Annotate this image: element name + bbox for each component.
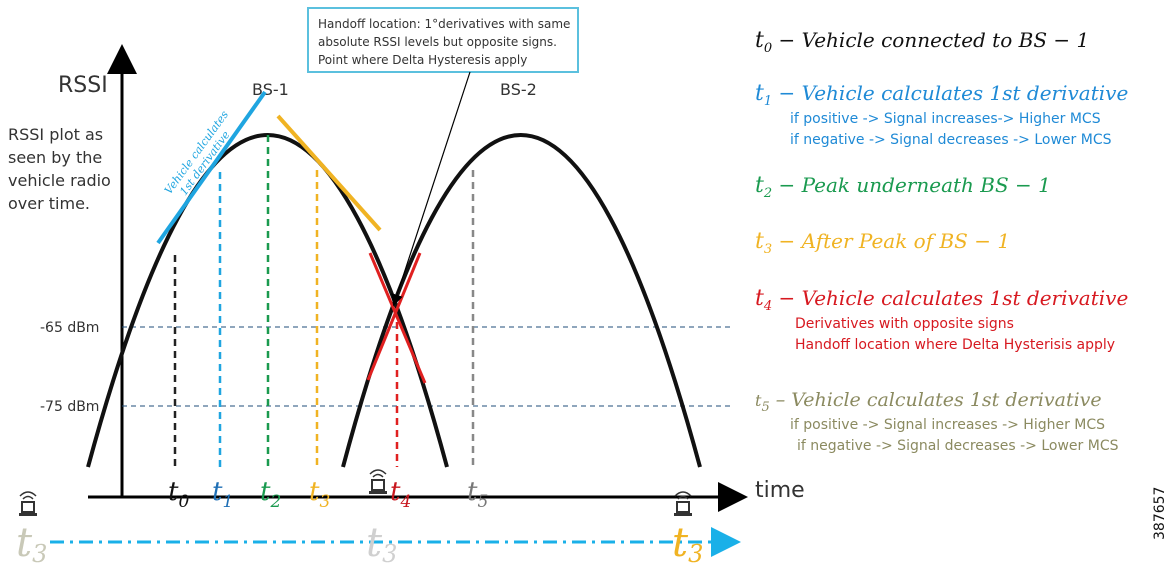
legend-symbol: t <box>755 173 764 198</box>
radio-icon <box>369 469 387 494</box>
legend-text: − After Peak of BS − 1 <box>772 229 1010 253</box>
legend-text: − Vehicle calculates 1st derivative <box>772 286 1128 310</box>
bottom-label: t3 <box>672 520 703 568</box>
description-line: vehicle radio <box>8 171 111 190</box>
legend-symbol: t <box>755 81 764 106</box>
radio-icon <box>19 491 37 516</box>
marker: t1 <box>212 477 233 512</box>
legend-symbol: t <box>755 286 764 311</box>
tangent <box>156 90 267 245</box>
y-label: RSSI <box>58 73 108 98</box>
marker: t5 <box>467 477 488 512</box>
legend-heading: t0 − Vehicle connected to BS − 1 <box>755 28 1089 56</box>
legend-detail: if negative -> Signal decreases -> Lower… <box>790 132 1112 148</box>
legend-text: – Vehicle calculates 1st derivative <box>770 389 1102 411</box>
marker: t2 <box>260 477 281 512</box>
marker: t4 <box>390 477 411 512</box>
legend-detail: Handoff location where Delta Hysterisis … <box>795 337 1115 353</box>
callout-box <box>307 7 579 73</box>
legend-sub: 2 <box>763 186 772 201</box>
legend-symbol: t <box>755 391 762 410</box>
legend-text: − Vehicle connected to BS − 1 <box>772 28 1089 52</box>
description-line: seen by the <box>8 148 102 167</box>
callout-arrow <box>391 71 471 307</box>
legend-heading: t4 − Vehicle calculates 1st derivative <box>755 286 1128 314</box>
callout-line: Point where Delta Hysteresis apply <box>318 53 527 67</box>
legend-heading: t3 − After Peak of BS − 1 <box>755 229 1010 257</box>
callout-line: absolute RSSI levels but opposite signs. <box>318 35 557 49</box>
legend-detail: if positive -> Signal increases-> Higher… <box>790 111 1101 127</box>
description-line: over time. <box>8 194 90 213</box>
legend-heading: t2 − Peak underneath BS − 1 <box>755 173 1051 201</box>
markers: t0 t1 t2 t3 t4 t5 <box>168 477 488 512</box>
callout-line: Handoff location: 1°derivatives with sam… <box>318 17 570 31</box>
legend-text: − Peak underneath BS − 1 <box>772 173 1051 197</box>
level-label: -75 dBm <box>40 399 99 415</box>
legend-sub: 1 <box>764 94 772 109</box>
marker: t3 <box>309 477 330 512</box>
legend-symbol: t <box>755 229 764 254</box>
legend-sub: 0 <box>764 41 772 56</box>
description-line: RSSI plot as <box>8 125 103 144</box>
tangent <box>368 252 427 384</box>
bottom-label: t3 <box>16 520 47 568</box>
station-label: BS-1 <box>252 80 289 99</box>
legend-detail: if negative -> Signal decreases -> Lower… <box>797 438 1119 454</box>
bottom-label: t3 <box>366 520 397 568</box>
tangent <box>276 114 382 232</box>
legend-symbol: t <box>755 28 764 53</box>
description: RSSI plot as seen by the vehicle radio o… <box>8 125 111 213</box>
legend-detail: if positive -> Signal increases -> Highe… <box>790 417 1105 433</box>
radio-icon <box>674 491 692 516</box>
x-label: time <box>755 478 805 503</box>
legend-heading: t1 − Vehicle calculates 1st derivative <box>755 81 1128 109</box>
legend-heading: t5 – Vehicle calculates 1st derivative <box>755 389 1102 415</box>
legend-detail: Derivatives with opposite signs <box>795 316 1014 332</box>
tangent <box>366 252 422 381</box>
bs2-curve <box>341 133 702 468</box>
station-label: BS-2 <box>500 80 537 99</box>
figure-id: 387657 <box>1152 487 1168 540</box>
legend-sub: 4 <box>763 299 772 314</box>
legend-sub: 5 <box>761 400 769 415</box>
bottom-labels: t3 t3 t3 <box>16 520 703 568</box>
legend-sub: 3 <box>764 242 772 257</box>
legend: t0 − Vehicle connected to BS − 1t1 − Veh… <box>755 28 1128 454</box>
tangent-label: Vehicle calculates 1st derivative <box>162 108 233 198</box>
level-label: -65 dBm <box>40 320 99 336</box>
legend-text: − Vehicle calculates 1st derivative <box>772 81 1128 105</box>
marker: t0 <box>168 477 189 512</box>
